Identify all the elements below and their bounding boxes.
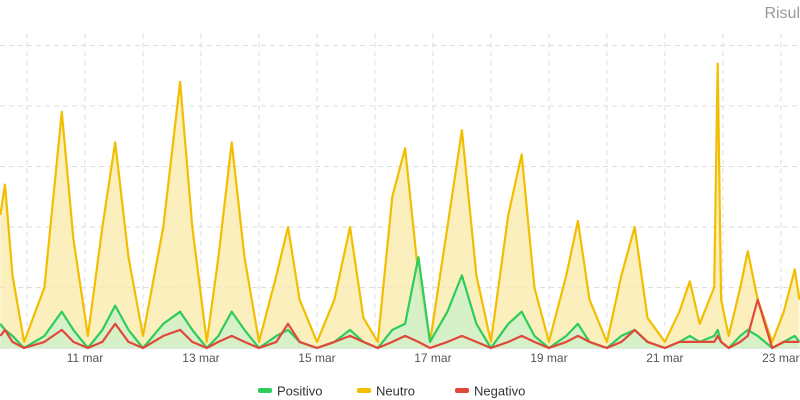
legend-swatch (455, 388, 469, 393)
x-tick-label: 17 mar (414, 351, 451, 365)
x-tick-label: 19 mar (530, 351, 567, 365)
legend-label: Neutro (376, 383, 415, 398)
line (0, 298, 800, 350)
legend-item: Positivo (258, 383, 323, 398)
legend-item: Neutro (357, 383, 415, 398)
x-tick-label: 11 mar (67, 351, 103, 365)
legend-swatch (357, 388, 371, 393)
legend-item: Negativo (455, 383, 525, 398)
x-tick-label: 21 mar (646, 351, 683, 365)
chart-title: Risul (764, 5, 800, 22)
legend-label: Positivo (277, 383, 323, 398)
x-tick-label: 15 mar (298, 351, 335, 365)
x-tick-label: 23 mar (762, 351, 799, 365)
area (0, 63, 800, 348)
legend-swatch (258, 388, 272, 393)
line (0, 256, 800, 350)
legend-label: Negativo (474, 383, 525, 398)
x-tick-label: 13 mar (182, 351, 219, 365)
